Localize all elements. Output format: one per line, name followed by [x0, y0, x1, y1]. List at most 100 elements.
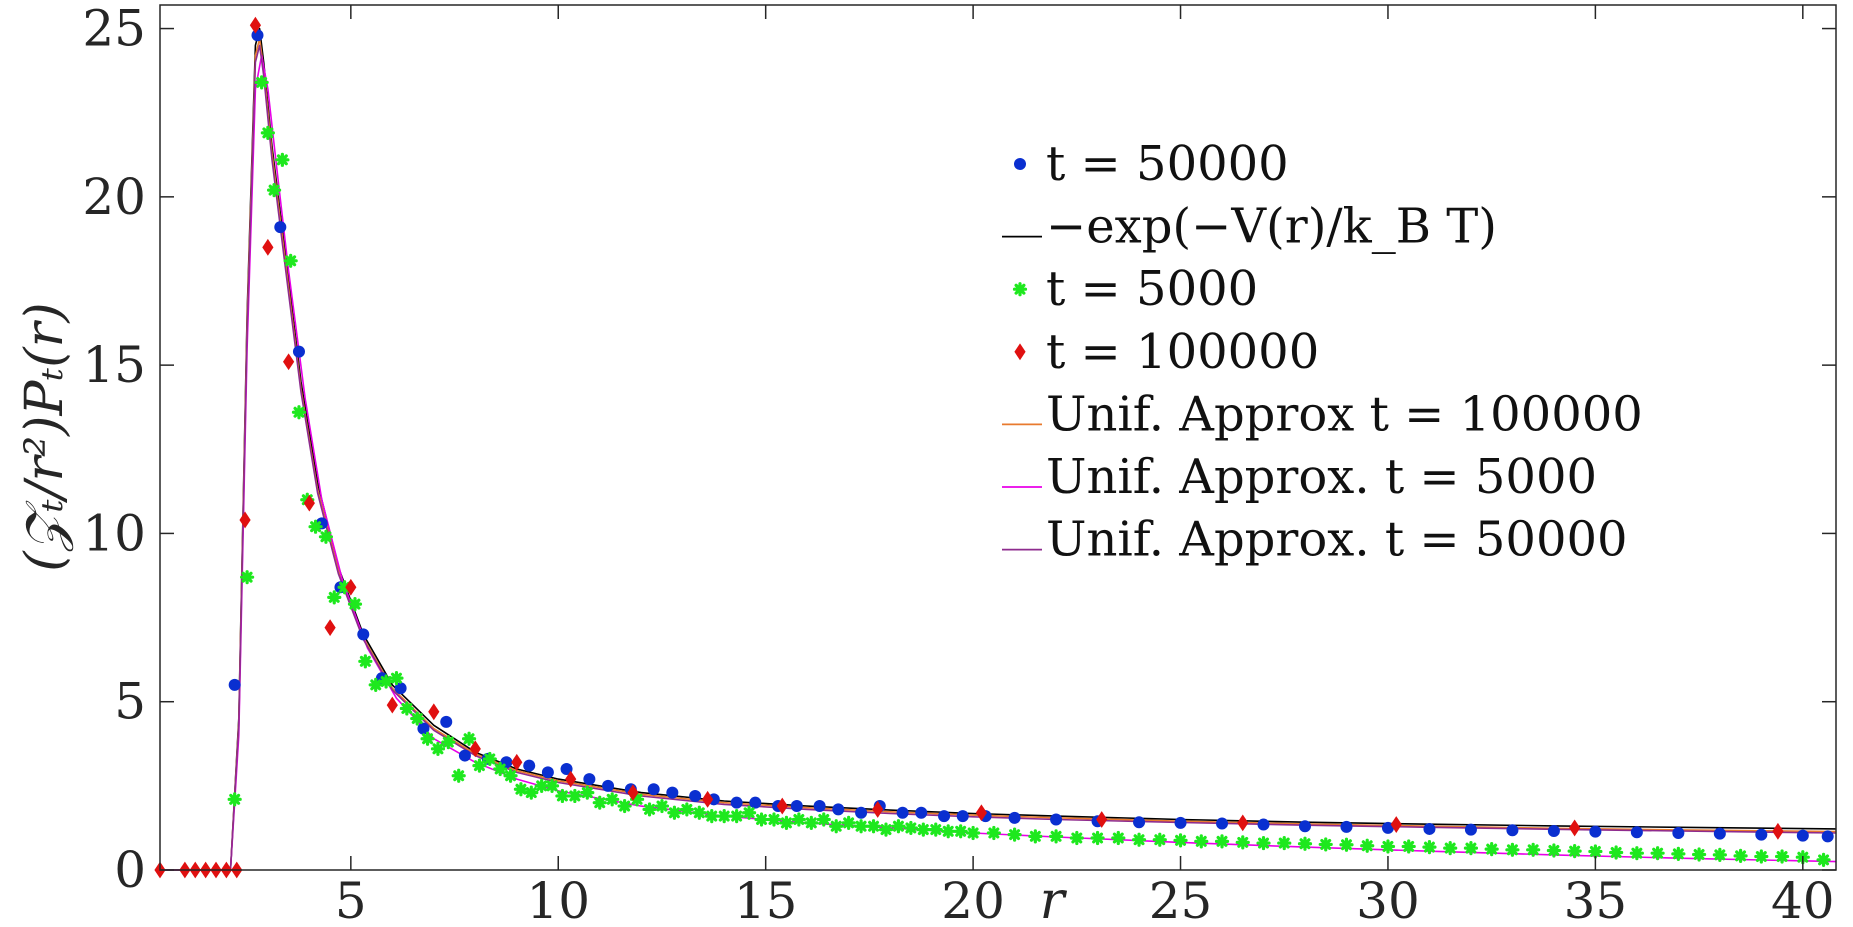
data-point-star: [966, 825, 981, 841]
data-point-star: [986, 825, 1001, 841]
data-point-circle: [602, 779, 615, 792]
data-point-star: [667, 805, 682, 820]
data-point-star: [1235, 835, 1250, 850]
data-point-star: [254, 75, 269, 90]
data-point-star: [1297, 836, 1313, 851]
data-point-circle: [1713, 827, 1726, 840]
data-point-star: [227, 792, 242, 807]
data-point-circle: [832, 803, 845, 816]
x-tick-label: 35: [1564, 872, 1628, 927]
legend-label: Unif. Approx t = 100000: [1046, 386, 1643, 442]
data-point-circle: [1547, 824, 1560, 837]
data-point-star: [451, 768, 466, 783]
data-point-star: [275, 152, 290, 167]
data-point-star: [816, 812, 831, 827]
data-point-diamond: [565, 770, 577, 788]
legend-entry: t = 5000: [1012, 261, 1258, 317]
data-point-circle: [1174, 816, 1187, 829]
data-point-star: [410, 711, 425, 726]
data-point-circle: [274, 221, 287, 234]
legend-label: t = 50000: [1046, 136, 1289, 192]
data-point-star: [420, 731, 435, 746]
data-point-star: [853, 819, 869, 834]
data-point-star: [472, 758, 487, 773]
data-point-circle: [1257, 818, 1270, 831]
data-point-diamond: [303, 494, 315, 512]
data-point-diamond: [428, 703, 440, 721]
data-point-circle: [1464, 823, 1477, 836]
data-point-circle: [440, 715, 453, 728]
data-point-star: [1173, 833, 1188, 848]
data-point-star: [1380, 839, 1396, 854]
data-point-star: [580, 785, 595, 800]
data-point-star: [378, 674, 394, 689]
data-point-star: [829, 819, 844, 834]
data-point-star: [1339, 837, 1354, 852]
data-point-circle: [1589, 825, 1602, 838]
data-point-diamond: [249, 16, 262, 34]
data-point-circle: [560, 763, 573, 776]
data-point-star: [1111, 830, 1126, 846]
data-point-diamond: [469, 740, 481, 758]
data-point-star: [928, 822, 943, 837]
legend-marker-swatch: [1014, 158, 1026, 170]
data-point-star: [1443, 841, 1458, 856]
data-point-circle: [1050, 813, 1063, 826]
data-point-star: [389, 671, 404, 686]
data-point-star: [567, 788, 582, 804]
legend-entry: t = 50000: [1014, 136, 1289, 192]
data-point-diamond: [702, 790, 714, 808]
data-point-star: [754, 812, 769, 827]
x-tick-label: 20: [941, 872, 1005, 927]
data-point-circle: [1755, 828, 1768, 841]
data-point-star: [1505, 842, 1520, 857]
data-point-star: [266, 183, 282, 198]
x-tick-label: 40: [1771, 872, 1835, 927]
data-point-star: [441, 735, 456, 750]
data-point-circle: [251, 29, 264, 42]
data-point-star: [679, 802, 694, 817]
data-point-circle: [1298, 820, 1311, 833]
data-point-circle: [417, 722, 430, 735]
data-point-circle: [647, 783, 660, 796]
data-point-diamond: [324, 619, 336, 637]
data-point-diamond: [776, 797, 788, 815]
data-point-circle: [458, 749, 471, 762]
data-point-circle: [394, 682, 407, 695]
data-point-star: [1131, 832, 1147, 847]
data-point-diamond: [627, 784, 639, 801]
data-point-circle: [855, 806, 868, 819]
data-point-circle: [228, 678, 241, 691]
data-point-diamond: [1569, 819, 1581, 837]
y-axis-label: (𝒵ₜ/r²)Pₜ(r): [15, 302, 75, 571]
y-tick-label: 10: [82, 504, 146, 562]
data-point-star: [503, 768, 518, 783]
data-point-star: [1733, 848, 1748, 863]
data-point-star: [903, 820, 918, 836]
legend-label: t = 100000: [1046, 324, 1319, 380]
data-point-star: [358, 654, 373, 669]
data-point-circle: [1821, 830, 1834, 843]
data-point-diamond: [1390, 816, 1402, 833]
data-point-circle: [790, 800, 803, 813]
legend-entry: Unif. Approx. t = 5000: [1002, 449, 1597, 505]
data-point-circle: [1008, 811, 1021, 824]
data-point-star: [654, 798, 670, 814]
plot-background: [160, 5, 1836, 870]
data-point-circle: [666, 786, 679, 799]
data-point-circle: [1340, 820, 1353, 833]
x-tick-label: 15: [734, 872, 798, 927]
y-tick-label: 5: [114, 673, 146, 731]
data-point-star: [1028, 829, 1043, 844]
x-tick-label: 25: [1149, 872, 1213, 927]
y-tick-label: 20: [82, 168, 146, 226]
data-point-star: [1816, 852, 1831, 868]
data-point-star: [729, 809, 744, 824]
legend-entry: Unif. Approx. t = 50000: [1002, 512, 1628, 568]
data-point-star: [283, 253, 298, 268]
data-point-star: [1090, 830, 1105, 846]
legend-entry: t = 100000: [1014, 324, 1319, 380]
data-point-star: [717, 809, 732, 824]
data-point-circle: [689, 789, 702, 802]
data-point-star: [916, 822, 931, 837]
